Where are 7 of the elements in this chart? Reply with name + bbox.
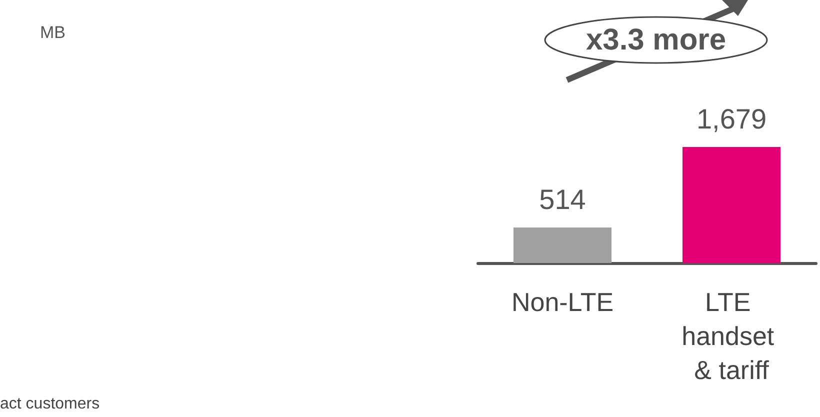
data-label: 1,679 <box>696 104 767 134</box>
text: act customers <box>0 396 100 412</box>
text: x3.3 more <box>586 24 726 56</box>
text: MB <box>40 23 66 42</box>
data-label: 514 <box>539 184 586 215</box>
x-tick-label: Non-LTE <box>511 287 614 317</box>
x-tick-label: LTE handset & tariff <box>682 287 782 385</box>
